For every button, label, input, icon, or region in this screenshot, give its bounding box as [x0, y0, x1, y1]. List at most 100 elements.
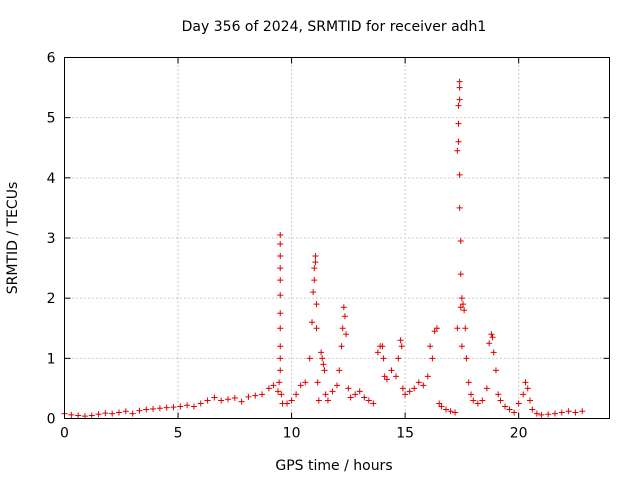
- data-point: [211, 394, 218, 401]
- data-point: [411, 385, 418, 392]
- data-point: [436, 400, 443, 407]
- data-point: [533, 410, 540, 417]
- data-point: [109, 410, 116, 417]
- data-point: [265, 385, 272, 392]
- data-point: [277, 355, 284, 362]
- data-point: [433, 325, 440, 332]
- data-point: [380, 355, 387, 362]
- data-point: [302, 379, 309, 386]
- data-point: [497, 397, 504, 404]
- data-point: [381, 373, 388, 380]
- data-point: [370, 400, 377, 407]
- data-point: [374, 349, 381, 356]
- data-point: [572, 409, 579, 416]
- data-point: [406, 388, 413, 395]
- data-point: [324, 397, 331, 404]
- data-point: [311, 277, 318, 284]
- data-point: [398, 343, 405, 350]
- data-point: [458, 343, 465, 350]
- data-point: [347, 394, 354, 401]
- data-point: [321, 367, 328, 374]
- plot-frame: [64, 57, 610, 419]
- data-point: [427, 343, 434, 350]
- x-tick-label: 0: [60, 426, 69, 442]
- data-point: [284, 400, 291, 407]
- data-point: [457, 238, 464, 245]
- data-point: [314, 379, 321, 386]
- data-point: [457, 271, 464, 278]
- data-point: [338, 343, 345, 350]
- data-point: [456, 78, 463, 85]
- data-point: [402, 391, 409, 398]
- data-point: [238, 398, 245, 405]
- data-point: [231, 395, 238, 402]
- y-tick-label: 6: [47, 51, 56, 67]
- data-point: [565, 408, 572, 415]
- data-point: [311, 265, 318, 272]
- data-point: [277, 310, 284, 317]
- x-tick-label: 5: [174, 426, 183, 442]
- data-point: [277, 231, 284, 238]
- data-point: [277, 265, 284, 272]
- data-point: [163, 404, 170, 411]
- data-point: [395, 355, 402, 362]
- data-point: [456, 96, 463, 103]
- data-point: [297, 382, 304, 389]
- data-point: [552, 410, 558, 417]
- data-point: [319, 355, 326, 362]
- data-point: [102, 410, 109, 417]
- data-point: [511, 409, 518, 416]
- data-point: [245, 393, 252, 400]
- data-point: [170, 404, 177, 411]
- data-point: [318, 349, 325, 356]
- chart-title: Day 356 of 2024, SRMTID for receiver adh…: [182, 19, 487, 35]
- data-point: [492, 367, 499, 374]
- y-tick-label: 2: [47, 291, 56, 307]
- data-point: [420, 382, 427, 389]
- data-point: [313, 325, 320, 332]
- data-point: [259, 391, 266, 398]
- data-point: [312, 259, 319, 266]
- data-point: [341, 313, 348, 320]
- data-point: [388, 367, 395, 374]
- data-point: [495, 391, 502, 398]
- data-point: [463, 355, 470, 362]
- data-point: [274, 388, 281, 395]
- data-point: [454, 325, 461, 332]
- data-point: [88, 412, 95, 419]
- data-point: [455, 120, 462, 127]
- data-point: [489, 334, 496, 341]
- data-point: [474, 400, 481, 407]
- data-point: [276, 379, 283, 386]
- data-point: [218, 397, 225, 404]
- y-tick-label: 4: [47, 171, 56, 187]
- y-tick-label: 5: [47, 111, 56, 127]
- data-point: [365, 397, 372, 404]
- data-point: [352, 391, 359, 398]
- data-point: [68, 411, 75, 418]
- data-point: [339, 325, 346, 332]
- data-point: [277, 253, 284, 260]
- data-point: [345, 385, 352, 392]
- data-point: [383, 376, 390, 383]
- data-point: [322, 391, 329, 398]
- data-point: [470, 397, 477, 404]
- data-point: [522, 379, 529, 386]
- data-point: [458, 295, 465, 302]
- data-point: [438, 403, 445, 410]
- data-point: [310, 289, 317, 296]
- data-point: [538, 411, 545, 418]
- data-point: [277, 367, 284, 374]
- y-tick-label: 1: [47, 351, 56, 367]
- data-point: [431, 328, 438, 335]
- data-point: [315, 397, 322, 404]
- data-point: [455, 138, 462, 145]
- data-point: [457, 304, 464, 311]
- data-point: [454, 147, 461, 154]
- data-point: [277, 277, 284, 284]
- data-point: [136, 407, 143, 414]
- data-point: [455, 102, 462, 109]
- data-point: [336, 367, 343, 374]
- data-point: [424, 373, 431, 380]
- data-point: [143, 406, 150, 413]
